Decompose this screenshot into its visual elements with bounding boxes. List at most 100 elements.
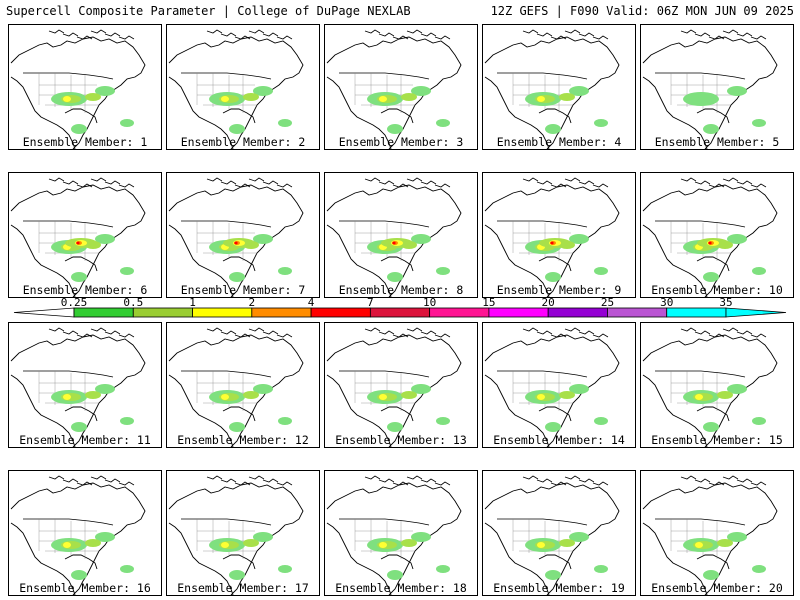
- ensemble-member-label: Ensemble Member: 7: [180, 283, 306, 297]
- scp-shading: [120, 119, 134, 127]
- scp-shading: [243, 539, 259, 547]
- coastline: [222, 406, 256, 422]
- country-border: [23, 72, 114, 80]
- colorbar-tick-label: 30: [660, 296, 673, 309]
- ensemble-member-label: Ensemble Member: 12: [177, 433, 309, 447]
- coastline: [538, 554, 572, 570]
- island-outline: [76, 481, 93, 486]
- island-outline: [578, 180, 595, 185]
- scp-shading: [569, 532, 589, 542]
- island-outline: [378, 478, 395, 483]
- scp-shading: [243, 391, 259, 399]
- coastline: [484, 334, 620, 447]
- scp-shading: [95, 384, 115, 394]
- island-outline: [564, 177, 581, 182]
- ensemble-member-label: Ensemble Member: 13: [335, 433, 467, 447]
- island-outline: [364, 327, 381, 332]
- island-outline: [736, 478, 753, 483]
- scp-shading: [717, 539, 733, 547]
- island-outline: [392, 35, 409, 40]
- coastline: [10, 482, 146, 595]
- scp-shading: [708, 241, 712, 245]
- ensemble-member-map: [640, 470, 794, 596]
- ensemble-member-map: [482, 470, 636, 596]
- island-outline: [118, 481, 135, 486]
- coastline: [642, 482, 778, 595]
- north-america-map: [642, 29, 778, 149]
- ensemble-member-map: [324, 470, 478, 596]
- scp-shading: [71, 422, 87, 432]
- island-outline: [420, 180, 437, 185]
- island-outline: [118, 35, 135, 40]
- coastline: [168, 482, 304, 595]
- scp-shading: [229, 272, 245, 282]
- scp-shading: [243, 93, 259, 101]
- scp-shading: [401, 391, 417, 399]
- coastline: [696, 256, 730, 272]
- island-outline: [378, 180, 395, 185]
- ensemble-member-label: Ensemble Member: 15: [651, 433, 783, 447]
- scp-shading: [545, 422, 561, 432]
- coastline: [168, 76, 234, 149]
- coastline: [222, 108, 256, 124]
- island-outline: [708, 333, 725, 338]
- scp-shading: [683, 92, 719, 106]
- scp-shading: [569, 86, 589, 96]
- scp-shading: [545, 124, 561, 134]
- country-border: [181, 370, 272, 378]
- scp-shading: [703, 124, 719, 134]
- coastline: [484, 76, 550, 149]
- scp-shading: [752, 119, 766, 127]
- ensemble-member-map: [8, 172, 162, 298]
- coastline: [380, 554, 414, 570]
- scp-shading: [120, 565, 134, 573]
- scp-shading: [253, 532, 273, 542]
- scp-shading: [695, 394, 703, 400]
- north-america-map: [168, 29, 304, 149]
- island-outline: [76, 183, 93, 188]
- colorbar-segment: [310, 307, 371, 318]
- coastline: [10, 374, 76, 447]
- island-outline: [104, 180, 121, 185]
- island-outline: [564, 327, 581, 332]
- island-outline: [206, 475, 223, 480]
- coastline: [484, 184, 620, 297]
- island-outline: [406, 327, 423, 332]
- island-outline: [420, 32, 437, 37]
- colorbar-segment: [488, 307, 549, 318]
- ensemble-member-map: [640, 24, 794, 150]
- coastline: [642, 36, 778, 149]
- island-outline: [592, 183, 609, 188]
- scp-shading: [436, 119, 450, 127]
- ensemble-member-map: [324, 172, 478, 298]
- island-outline: [564, 29, 581, 34]
- ensemble-member-map: [8, 322, 162, 448]
- island-outline: [592, 481, 609, 486]
- country-border: [339, 370, 430, 378]
- coastline: [64, 554, 98, 570]
- coastline: [696, 554, 730, 570]
- ensemble-member-map: [482, 24, 636, 150]
- country-border: [181, 518, 272, 526]
- scp-shading: [401, 539, 417, 547]
- map-title: Supercell Composite Parameter | College …: [6, 4, 411, 18]
- coastline: [484, 374, 550, 447]
- scp-shading: [71, 570, 87, 580]
- scp-shading: [401, 93, 417, 101]
- scp-shading: [411, 384, 431, 394]
- island-outline: [262, 32, 279, 37]
- ensemble-member-map: [166, 322, 320, 448]
- colorbar-tick-label: 35: [719, 296, 732, 309]
- coastline: [484, 36, 620, 149]
- island-outline: [248, 177, 265, 182]
- country-border: [339, 220, 430, 228]
- country-border: [181, 220, 272, 228]
- scp-shading: [379, 542, 387, 548]
- ensemble-member-label: Ensemble Member: 10: [651, 283, 783, 297]
- ensemble-member-map: [324, 24, 478, 150]
- colorbar-tick-label: 0.25: [61, 296, 88, 309]
- colorbar-upper-arrow: [725, 307, 787, 318]
- island-outline: [90, 29, 107, 34]
- scp-shading: [436, 267, 450, 275]
- scp-shading: [253, 86, 273, 96]
